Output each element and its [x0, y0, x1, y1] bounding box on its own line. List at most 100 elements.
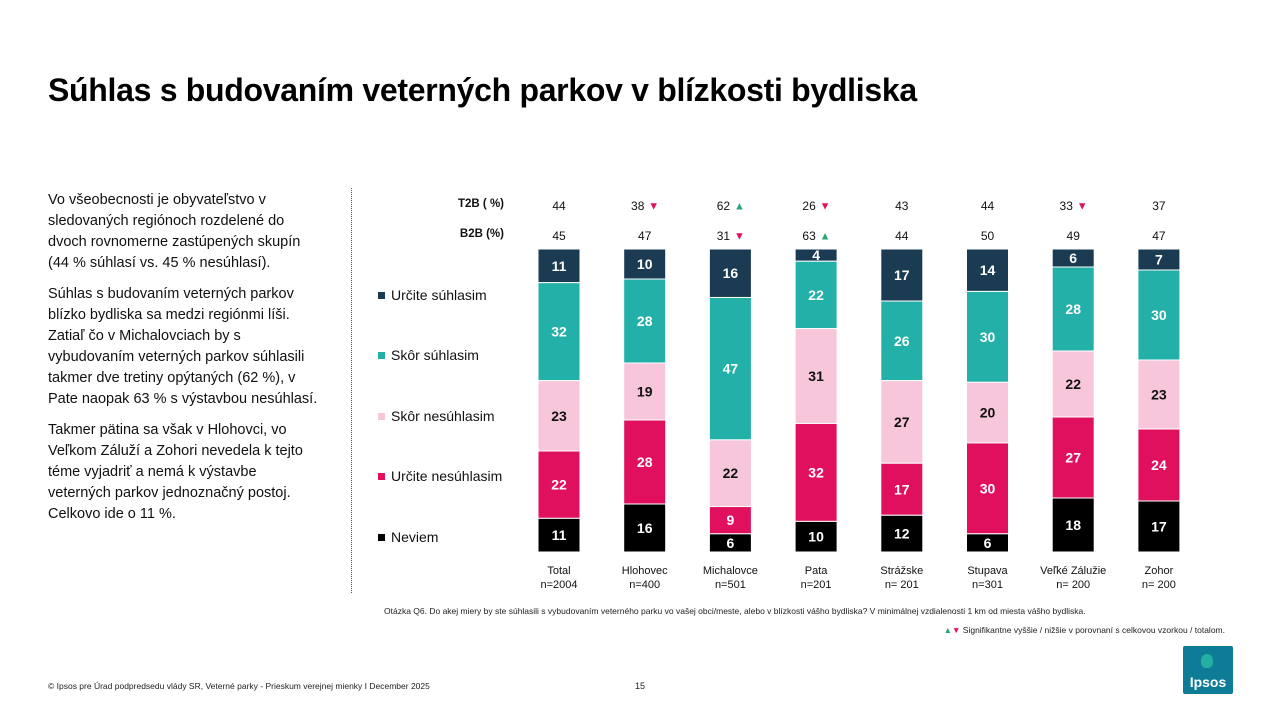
data-label-urcite-nesuhlasim: 30 [980, 480, 996, 496]
data-label-skor-suhlasim: 28 [637, 313, 653, 329]
data-label-urcite-suhlasim: 11 [552, 258, 567, 274]
x-tick-label: Pata [805, 565, 829, 577]
x-tick-label: Hlohovec [622, 565, 668, 577]
x-tick-label: Stupava [967, 565, 1008, 577]
data-label-skor-suhlasim: 30 [1151, 307, 1167, 323]
data-label-urcite-nesuhlasim: 32 [808, 464, 824, 480]
ipsos-logo: Ipsos [1183, 646, 1233, 694]
x-tick-label: Zohor [1145, 565, 1174, 577]
bar-segment-neviem [880, 514, 924, 553]
legend-swatch [378, 412, 385, 420]
data-label-skor-nesuhlasim: 22 [723, 465, 739, 481]
sample-size-label: n=201 [801, 579, 832, 591]
b2b-value: 47 [638, 229, 652, 243]
page-number: 15 [635, 681, 646, 691]
summary-paragraph-1: Vo všeobecnosti je obyvateľstvo v sledov… [48, 192, 301, 271]
sample-size-label: n=501 [715, 579, 746, 591]
data-label-neviem: 6 [727, 535, 735, 551]
bar-segment-urcite-suhlasim [623, 248, 667, 280]
data-label-skor-suhlasim: 26 [894, 333, 910, 349]
logo-text: Ipsos [1189, 674, 1227, 690]
page-title: Súhlas s budovaním veterných parkov v bl… [48, 72, 917, 108]
legend-swatch [378, 533, 385, 541]
data-label-urcite-suhlasim: 10 [637, 256, 653, 272]
b2b-value: 50 [981, 229, 995, 243]
summary-text: Vo všeobecnosti je obyvateľstvo v sledov… [48, 190, 323, 535]
bar-segment-urcite-nesuhlasim [1137, 428, 1181, 502]
sample-size-label: n=301 [972, 579, 1003, 591]
bar-segment-skor-nesuhlasim [966, 381, 1009, 444]
t2b-value: 44 [552, 199, 566, 213]
legend-label: Neviem [391, 529, 439, 545]
bar-segment-skor-suhlasim [1137, 269, 1181, 361]
data-label-urcite-nesuhlasim: 22 [551, 477, 567, 493]
data-label-urcite-suhlasim: 14 [980, 262, 996, 278]
legend-swatch [378, 291, 385, 299]
bar-segment-urcite-nesuhlasim [537, 450, 581, 519]
data-label-urcite-suhlasim: 7 [1155, 252, 1163, 268]
b2b-value: 45 [552, 229, 566, 243]
data-label-skor-suhlasim: 22 [808, 287, 824, 303]
legend-label: Určite súhlasim [391, 287, 487, 303]
legend-swatch [378, 472, 385, 480]
bar-segment-skor-suhlasim [1051, 266, 1095, 352]
b2b-value: 47 [1152, 229, 1166, 243]
data-label-skor-nesuhlasim: 23 [551, 408, 567, 424]
data-label-neviem: 18 [1065, 517, 1081, 533]
b2b-value: 63 [802, 229, 816, 243]
bar-segment-skor-nesuhlasim [537, 380, 581, 452]
bar-segment-skor-suhlasim [880, 300, 924, 382]
sig-up-icon: ▲ [943, 625, 952, 635]
bar-segment-neviem [623, 503, 667, 553]
sample-size-label: n= 200 [1142, 579, 1176, 591]
legend-item-urcite-nesuhlasim: Určite nesúhlasim [378, 468, 502, 484]
data-label-urcite-suhlasim: 6 [1069, 250, 1077, 266]
bar-segment-neviem [1137, 500, 1181, 553]
bar-segment-skor-suhlasim [966, 290, 1009, 383]
data-label-skor-suhlasim: 28 [1065, 301, 1081, 317]
source-note: © Ipsos pre Úrad podpredsedu vlády SR, V… [48, 681, 430, 691]
data-label-skor-nesuhlasim: 20 [980, 405, 996, 421]
bar-segment-skor-suhlasim [708, 296, 752, 441]
sig-up-icon: ▲ [820, 231, 831, 243]
bar-segment-skor-suhlasim [537, 282, 581, 382]
data-label-skor-nesuhlasim: 23 [1151, 387, 1167, 403]
bar-segment-neviem [537, 517, 581, 553]
sample-size-label: n=400 [629, 579, 660, 591]
t2b-value: 43 [895, 199, 909, 213]
t2b-value: 37 [1152, 199, 1166, 213]
legend-item-skor-nesuhlasim: Skôr nesúhlasim [378, 408, 495, 424]
legend-label: Skôr nesúhlasim [391, 408, 495, 424]
bar-segment-neviem [708, 533, 752, 553]
legend-item-skor-suhlasim: Skôr súhlasim [378, 347, 479, 363]
bar-segment-urcite-suhlasim [966, 248, 1009, 292]
logo-shape [1201, 654, 1213, 668]
data-label-urcite-suhlasim: 16 [723, 265, 739, 281]
sig-down-icon: ▼ [820, 201, 831, 213]
t2b-value: 33 [1060, 199, 1074, 213]
t2b-value: 44 [981, 199, 995, 213]
t2b-row-label: T2B ( %) [458, 198, 504, 210]
data-label-urcite-nesuhlasim: 28 [637, 454, 653, 470]
bar-segment-skor-nesuhlasim [623, 362, 667, 421]
data-label-urcite-nesuhlasim: 9 [727, 512, 735, 528]
data-label-neviem: 17 [1151, 519, 1167, 535]
legend-label: Určite nesúhlasim [391, 468, 503, 484]
b2b-value: 44 [895, 229, 909, 243]
sig-up-icon: ▲ [734, 201, 745, 213]
significance-note: ▲▼ Signifikantne vyššie / nižšie v porov… [944, 625, 1225, 635]
sample-size-label: n= 200 [1056, 579, 1090, 591]
divider [351, 188, 352, 593]
legend-swatch [378, 351, 385, 359]
sig-down-icon: ▼ [648, 201, 659, 213]
t2b-value: 26 [802, 199, 816, 213]
x-tick-label: Strážske [880, 565, 923, 577]
legend-item-neviem: Neviem [378, 529, 438, 545]
data-label-neviem: 16 [637, 520, 653, 536]
data-label-skor-suhlasim: 30 [980, 329, 996, 345]
sig-down-icon: ▼ [951, 625, 961, 635]
t2b-value: 38 [631, 199, 645, 213]
summary-paragraph-2: Súhlas s budovaním veterných parkov blíz… [48, 286, 318, 407]
bar-segment-skor-nesuhlasim [1051, 350, 1095, 418]
data-label-neviem: 11 [552, 527, 567, 543]
